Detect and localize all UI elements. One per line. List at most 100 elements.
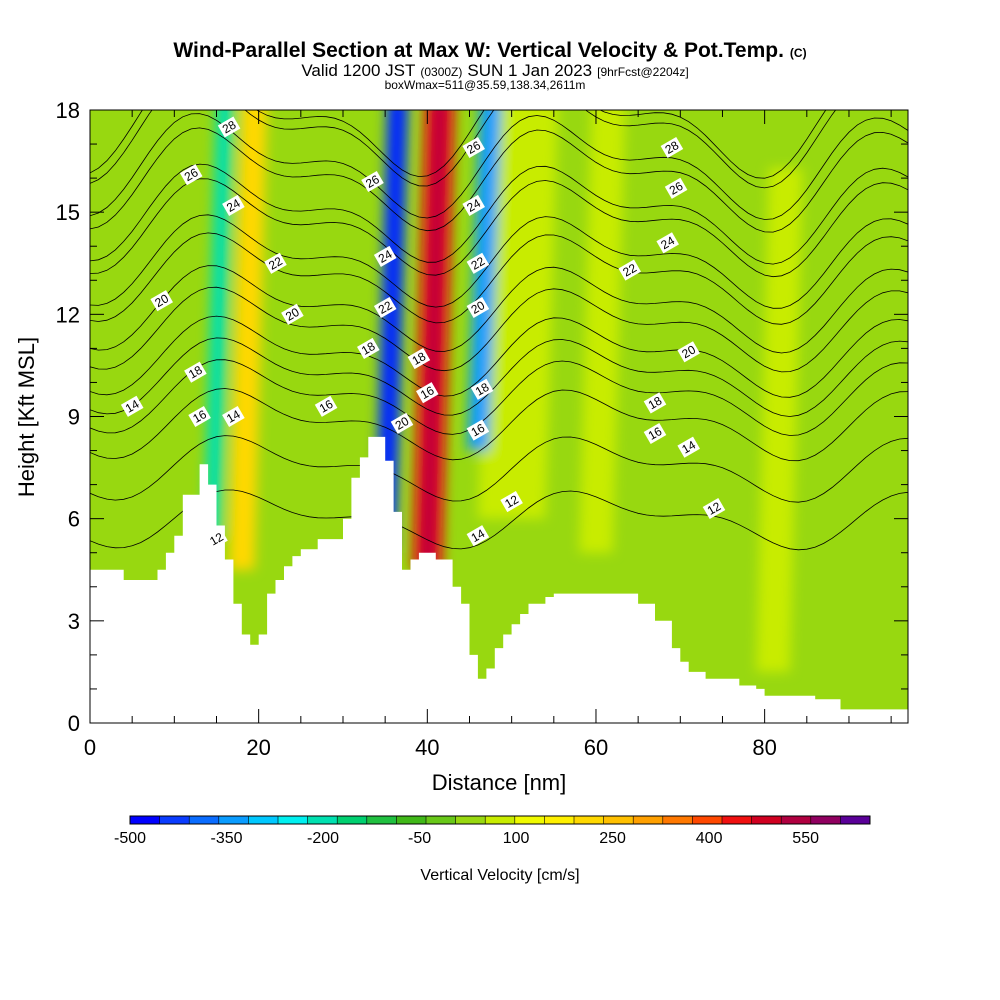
x-tick-label: 0 [84,735,96,760]
theta-contour-label: 16 [416,382,439,404]
theta-contour-line [90,163,908,265]
theta-contour-label: 20 [466,296,490,319]
terrain [90,436,908,723]
svg-text:12: 12 [502,492,521,511]
theta-contour-label: 20 [281,303,304,325]
theta-contour-label: 12 [205,528,228,550]
colorbar-swatch [751,816,782,824]
svg-text:22: 22 [620,261,639,280]
svg-text:16: 16 [646,424,665,443]
theta-contour-label: 14 [222,405,245,428]
theta-contour-label: 24 [462,194,485,216]
colorbar-swatch [189,816,220,824]
colorbar-swatch [514,816,545,824]
svg-text:12: 12 [207,530,226,549]
theta-contour-line [90,286,908,373]
theta-contour-label: 18 [184,361,207,383]
svg-text:16: 16 [418,383,437,402]
y-tick-label: 0 [68,711,80,736]
theta-contour-label: 16 [466,419,490,441]
colorbar-swatch [218,816,249,824]
theta-contour-label: 16 [643,422,667,445]
colorbar-swatch [603,816,634,824]
theta-contour-label: 12 [500,491,523,513]
theta-contour-label: 24 [373,245,397,267]
colorbar-swatch [692,816,723,824]
x-axis-title: Distance [nm] [432,770,567,795]
svg-text:24: 24 [224,196,243,215]
colorbar-swatch [278,816,309,824]
theta-contour-label: 28 [217,116,241,138]
updraft-band-core [421,110,446,570]
y-tick-label: 6 [68,507,80,532]
theta-contour-label: 12 [702,497,726,520]
updraft-band-core [589,110,616,553]
theta-contour-label: 14 [677,436,700,458]
downdraft-band-core [208,110,229,536]
colorbar-swatch [396,816,427,824]
theta-contour-label: 14 [120,395,144,417]
colorbar-swatch [840,816,871,824]
theta-contour-label: 22 [373,296,397,319]
updraft-band-core [498,110,538,519]
colorbar-swatch [366,816,397,824]
theta-contour-line [90,388,908,462]
y-tick-label: 15 [56,200,80,225]
x-axis: 0 20 40 60 80 [84,110,892,760]
colorbar-frame [129,815,871,825]
theta-contour-line [90,359,908,436]
x-tick-label: 80 [752,735,776,760]
theta-contour-label: 26 [361,170,384,193]
svg-text:22: 22 [469,254,488,273]
svg-text:26: 26 [464,138,483,157]
colorbar-tick-label: 550 [792,830,819,847]
colorbar-swatch [307,816,338,824]
y-tick-label: 9 [68,405,80,430]
svg-text:26: 26 [667,179,686,198]
theta-contour-label: 16 [188,405,211,428]
updraft-band-core [236,110,260,570]
updraft-band-core [766,168,793,672]
theta-contour-label: 28 [660,136,684,159]
y-tick-label: 3 [68,609,80,634]
svg-text:24: 24 [464,196,483,215]
colorbar-tick-label: -500 [114,830,146,847]
svg-text:18: 18 [473,380,492,399]
svg-text:14: 14 [679,438,698,457]
x-tick-label: 20 [246,735,270,760]
svg-text:20: 20 [469,298,488,317]
svg-text:28: 28 [663,138,682,157]
chart-subtitle: Valid 1200 JST (0300Z) SUN 1 Jan 2023 [9hrF… [301,61,688,80]
theta-contour-label: 20 [150,290,173,312]
colorbar-tick-label: 100 [503,830,530,847]
svg-text:26: 26 [182,165,201,184]
svg-text:22: 22 [266,254,285,273]
svg-text:16: 16 [190,407,209,426]
colorbar-swatch [159,816,190,824]
svg-text:12: 12 [705,499,724,518]
colorbar-swatch [722,816,753,824]
velocity-bands [203,110,803,672]
colorbar-swatch [426,816,457,824]
colorbar-tick-label: -200 [307,830,339,847]
colorbar-tick-label: -50 [408,830,431,847]
theta-contour-label: 22 [466,252,490,274]
theta-contour-line [90,232,908,325]
theta-contour-label: 22 [264,252,287,274]
theta-contours [90,110,908,551]
svg-text:18: 18 [186,363,205,382]
theta-contour-label: 16 [314,395,338,417]
theta-contour-label: 26 [664,177,688,199]
colorbar-swatch [130,816,161,824]
theta-contour-label: 18 [470,378,494,400]
colorbar-swatch [781,816,812,824]
theta-contour-label: 20 [390,412,414,434]
downdraft-band-core [380,110,402,553]
theta-contour-line [90,178,908,278]
subtitle-date: SUN 1 Jan 2023 [467,61,592,80]
subtitle-utc: (0300Z) [420,65,462,79]
colorbar-swatch [633,816,664,824]
colorbar-swatch [248,816,279,824]
downdraft-band-core [473,110,495,451]
colorbar-swatch [544,816,575,824]
